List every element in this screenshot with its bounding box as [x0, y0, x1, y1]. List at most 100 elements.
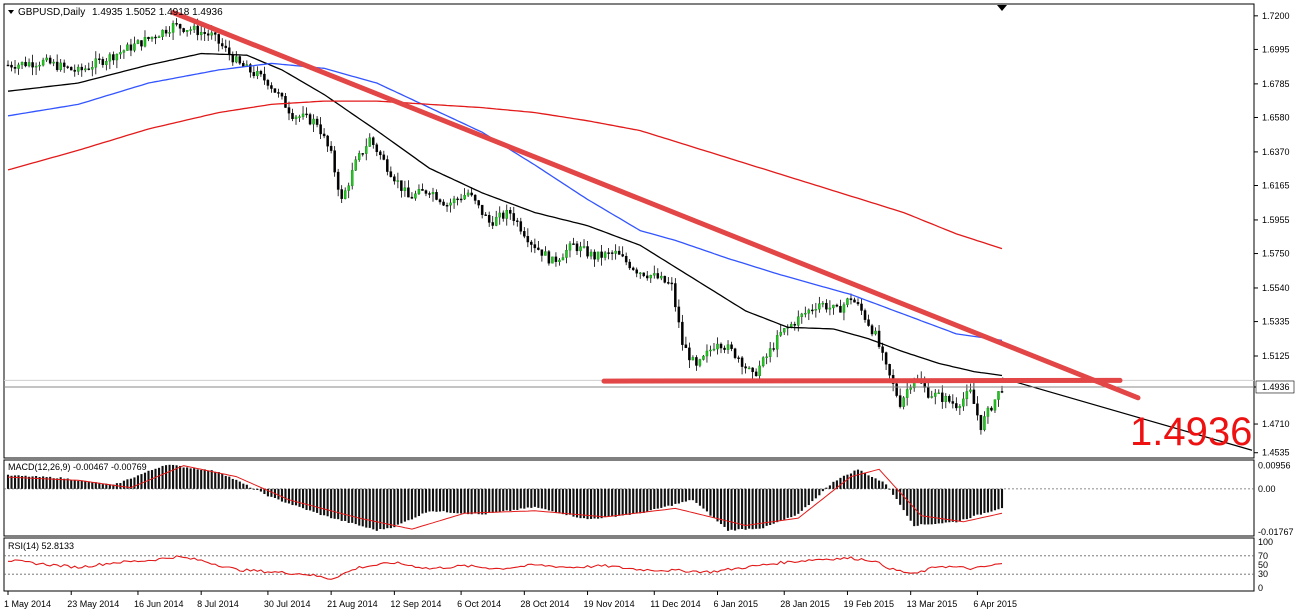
rsi-line — [7, 555, 1003, 580]
macd-bar — [730, 488, 733, 530]
macd-tick-label: -0.01767 — [1258, 527, 1294, 537]
candle — [266, 78, 270, 90]
candle — [414, 190, 417, 201]
candle — [558, 257, 561, 266]
macd-bar — [309, 488, 312, 511]
candle — [649, 274, 653, 283]
macd-bar — [63, 478, 66, 489]
macd-bar — [853, 470, 856, 489]
candle — [350, 162, 354, 190]
macd-bar — [84, 480, 87, 489]
candle — [256, 66, 259, 80]
candle — [62, 59, 66, 73]
candle-body-bear — [628, 261, 631, 269]
candle — [698, 358, 702, 368]
candle-body-bull — [782, 328, 786, 333]
candle — [442, 199, 445, 207]
candle — [726, 340, 730, 354]
candle-body-bear — [772, 348, 775, 350]
macd-bar — [892, 488, 895, 495]
macd-bar — [906, 488, 909, 516]
menu-arrow-icon[interactable] — [8, 10, 14, 14]
candle-body-bull — [993, 399, 997, 411]
candle-body-bear — [361, 153, 364, 155]
macd-bar — [800, 488, 803, 511]
candle — [905, 382, 909, 406]
macd-bar — [572, 488, 575, 517]
candle — [41, 57, 45, 67]
candle-body-bear — [849, 298, 853, 301]
price-tick-label: 1.4936 — [1262, 382, 1290, 392]
candle-body-bull — [161, 29, 164, 37]
macd-tick-label: 0.00 — [1258, 484, 1276, 494]
candle — [498, 206, 501, 225]
macd-bar — [484, 488, 487, 515]
macd-bar — [168, 464, 171, 489]
candle — [530, 240, 533, 253]
candle — [863, 308, 867, 323]
time-tick-label: 11 Dec 2014 — [650, 599, 700, 609]
macd-bar — [365, 488, 368, 528]
macd-bar — [126, 479, 129, 489]
candle-body-bear — [80, 66, 84, 71]
macd-bar — [136, 475, 140, 489]
macd-bar — [863, 472, 867, 489]
macd-tick-label: 0.00956 — [1258, 461, 1291, 471]
candle-body-bull — [150, 36, 154, 40]
macd-bar — [965, 488, 968, 520]
candle-body-bull — [185, 30, 189, 32]
candle-body-bear — [941, 392, 944, 402]
price-tick-label: 1.5750 — [1262, 249, 1290, 259]
candle — [579, 241, 582, 258]
candle — [473, 194, 477, 205]
candle — [512, 206, 516, 226]
shift-marker-icon[interactable] — [997, 5, 1007, 11]
price-annotation: 1.4936 — [1130, 410, 1252, 454]
candle — [610, 250, 614, 261]
candle-body-bear — [62, 62, 66, 67]
candle — [277, 88, 280, 98]
candle — [400, 180, 403, 198]
candle — [716, 337, 719, 355]
candle — [804, 306, 807, 318]
candle — [171, 20, 175, 41]
candle — [691, 355, 695, 361]
candle — [677, 299, 681, 329]
candle — [575, 241, 579, 256]
candle — [754, 368, 758, 377]
macd-bar — [122, 480, 125, 489]
candle-body-bear — [291, 112, 294, 120]
macd-bar — [333, 488, 336, 519]
macd-bar — [660, 488, 663, 508]
candle-body-bear — [681, 321, 684, 345]
macd-bar — [249, 487, 252, 489]
candle-body-bear — [410, 196, 414, 199]
candle-body-bull — [126, 44, 129, 51]
candle — [951, 394, 955, 409]
macd-bar — [979, 488, 982, 515]
candle-body-bull — [747, 367, 751, 370]
macd-bar — [568, 488, 572, 515]
support-line — [601, 377, 1123, 384]
macd-bar — [20, 476, 24, 489]
candle — [322, 128, 326, 139]
macd-bar — [66, 478, 69, 489]
candle — [955, 397, 958, 411]
macd-bar — [832, 481, 835, 489]
candle-body-bull — [157, 36, 161, 38]
candle-body-bear — [825, 302, 828, 310]
candle-body-bull — [94, 58, 98, 68]
macd-bar — [551, 488, 554, 512]
candle — [407, 180, 410, 198]
candle-body-bear — [480, 204, 484, 215]
candle-body-bull — [452, 198, 456, 204]
macd-bar — [790, 488, 793, 518]
candle — [547, 250, 551, 266]
candle-body-bull — [800, 313, 804, 317]
candle — [667, 277, 670, 285]
macd-bar — [983, 488, 986, 513]
candle — [775, 330, 779, 358]
macd-bar — [45, 477, 48, 489]
candle — [259, 69, 263, 77]
